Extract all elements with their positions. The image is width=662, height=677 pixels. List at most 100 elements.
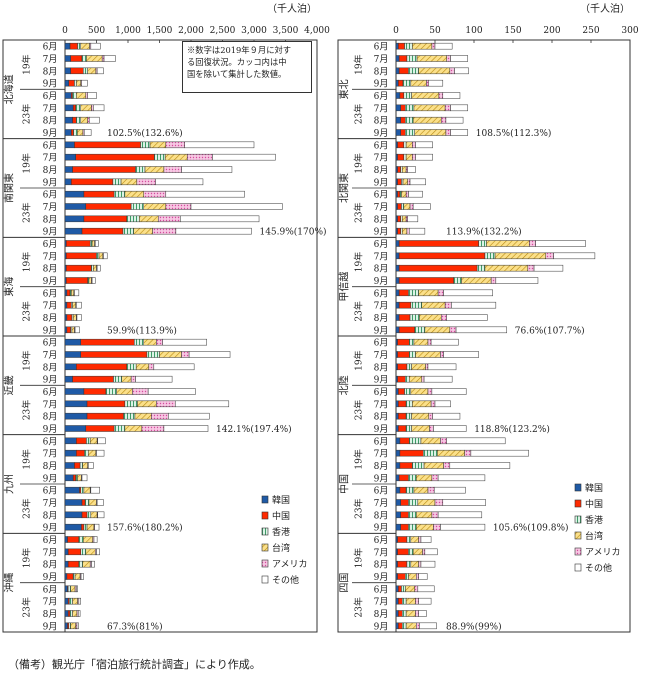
month-label: 7月: [43, 597, 58, 608]
bar-segment-china: [398, 400, 407, 408]
region-label: 東海: [3, 277, 16, 297]
bar-segment-taiwan: [76, 92, 87, 99]
bar-segment-china: [398, 79, 404, 87]
bar-segment-hongkong: [105, 388, 117, 395]
month-label: 7月: [43, 350, 58, 361]
bar-segment-usa: [443, 462, 451, 469]
bar-segment-usa: [431, 42, 436, 50]
bar-segment-korea: [395, 67, 400, 75]
bar-segment-other: [88, 462, 94, 469]
bar-segment-taiwan: [411, 92, 440, 99]
bar-segment-hongkong: [73, 129, 78, 136]
recovery-annotation: 67.3%(81%): [107, 621, 163, 632]
bar-segment-taiwan: [80, 116, 88, 124]
legend-label: 台湾: [272, 542, 290, 554]
bar-segment-usa: [449, 67, 455, 75]
bar-segment-hongkong: [68, 622, 71, 630]
bar-segment-china: [400, 523, 409, 531]
bar-segment-taiwan: [137, 400, 157, 408]
bar-segment-korea: [395, 129, 401, 136]
bar-segment-usa: [156, 400, 176, 408]
bar-segment-other: [418, 597, 432, 605]
bar-segment-korea: [64, 215, 85, 223]
month-label: 8月: [374, 116, 389, 127]
bar-segment-taiwan: [143, 203, 167, 210]
month-label: 6月: [43, 190, 58, 201]
bar-segment-usa: [430, 400, 436, 408]
legend-swatch-usa: [574, 547, 582, 556]
bar-segment-korea: [395, 425, 399, 432]
bar-segment-hongkong: [126, 363, 137, 371]
bar-segment-hongkong: [75, 104, 81, 112]
bar-segment-other: [96, 264, 101, 272]
month-label: 8月: [374, 362, 389, 373]
bar-segment-korea: [395, 412, 399, 420]
bar-segment-taiwan: [77, 474, 82, 482]
bar-segment-other: [180, 215, 260, 223]
recovery-annotation: 145.9%(170%): [259, 227, 326, 238]
bar-segment-hongkong: [409, 351, 416, 358]
month-label: 9月: [374, 276, 389, 287]
bar-segment-hongkong: [126, 215, 140, 223]
month-label: 7月: [43, 399, 58, 410]
bar-segment-other: [175, 227, 252, 235]
legend-label: 中国: [585, 498, 603, 510]
bar-segment-hongkong: [154, 153, 166, 161]
bar-segment-other: [74, 289, 80, 297]
bar-segment-china: [70, 55, 83, 62]
left-chart-panel: （千人泊） 0 500 1,000 1,500 2,000 2,500 3,000 3,500 4…: [2, 3, 330, 633]
bar-segment-taiwan: [412, 42, 433, 50]
month-label: 9月: [43, 79, 58, 90]
bar-segment-other: [97, 437, 106, 445]
bar-segment-hongkong: [408, 67, 419, 75]
month-label: 9月: [43, 177, 58, 188]
bar-segment-taiwan: [87, 67, 97, 75]
bar-segment-hongkong: [96, 252, 100, 260]
bar-segment-other: [450, 55, 469, 62]
month-label: 7月: [43, 153, 58, 164]
bar-segment-hongkong: [405, 129, 415, 136]
bar-segment-taiwan: [413, 486, 429, 494]
month-label: 9月: [374, 325, 389, 336]
bar-segment-hongkong: [406, 363, 412, 371]
bar-segment-hongkong: [91, 264, 94, 272]
bar-segment-korea: [64, 289, 68, 297]
year-label: 23年: [353, 498, 365, 518]
bar-segment-korea: [395, 400, 399, 408]
bar-segment-china: [66, 252, 97, 260]
bar-segment-other: [81, 79, 88, 87]
bar-segment-taiwan: [149, 141, 167, 149]
bar-segment-other: [445, 116, 464, 124]
year-label: 19年: [353, 153, 365, 173]
bar-segment-taiwan: [461, 277, 492, 284]
bar-segment-other: [76, 314, 82, 321]
bar-segment-other: [433, 425, 467, 432]
note-line-1: ※数字は2019年９月に対す: [187, 45, 292, 55]
x-tick-label: 250: [582, 26, 599, 36]
bar-segment-taiwan: [411, 425, 430, 432]
month-label: 6月: [374, 486, 389, 497]
bar-segment-other: [76, 301, 82, 309]
bar-segment-korea: [64, 610, 69, 617]
bar-segment-taiwan: [93, 264, 97, 272]
month-label: 9月: [43, 128, 58, 139]
bar-segment-other: [96, 548, 100, 556]
bar-segment-other: [553, 252, 596, 260]
bar-segment-china: [66, 240, 91, 247]
bar-segment-hongkong: [476, 264, 486, 272]
legend-label: 台湾: [585, 530, 603, 542]
bar-segment-hongkong: [409, 314, 420, 321]
bar-segment-china: [74, 141, 141, 149]
month-label: 7月: [43, 54, 58, 65]
bar-segment-usa: [545, 252, 554, 260]
bar-segment-taiwan: [80, 104, 92, 112]
month-label: 8月: [374, 609, 389, 620]
bar-segment-hongkong: [80, 548, 87, 556]
month-label: 6月: [374, 535, 389, 546]
bar-segment-usa: [151, 412, 169, 420]
bar-segment-hongkong: [84, 499, 90, 506]
bar-segment-taiwan: [139, 215, 159, 223]
bar-segment-hongkong: [69, 597, 73, 605]
bar-segment-hongkong: [89, 240, 93, 247]
bar-segment-taiwan: [72, 301, 76, 309]
